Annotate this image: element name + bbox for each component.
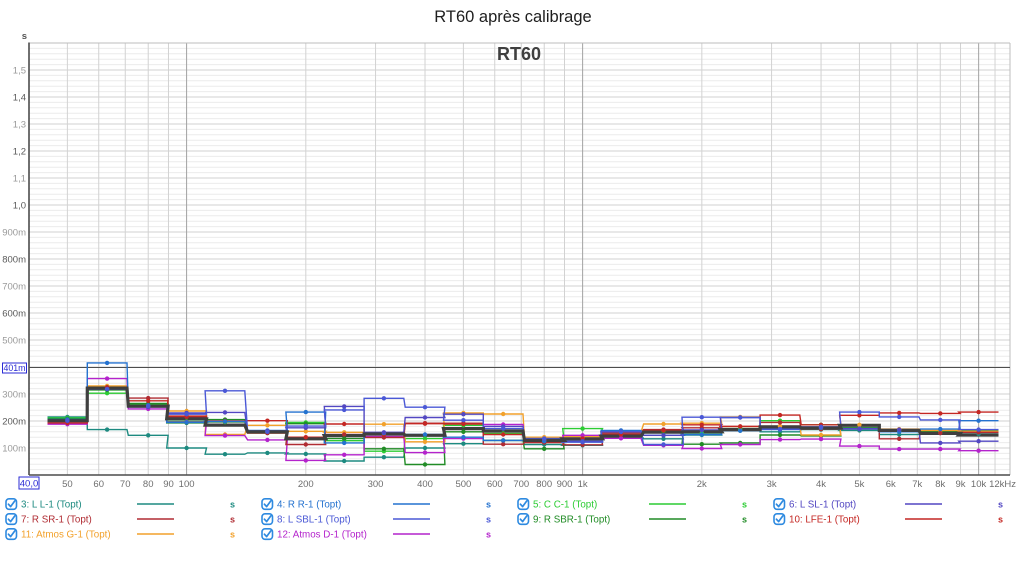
svg-text:1,2: 1,2 [13, 146, 26, 157]
svg-text:600: 600 [487, 479, 503, 490]
svg-text:3k: 3k [767, 479, 777, 490]
svg-text:800m: 800m [2, 254, 26, 265]
svg-text:1,5: 1,5 [13, 65, 26, 76]
svg-text:8k: 8k [935, 479, 945, 490]
svg-text:s: s [742, 500, 747, 510]
svg-text:s: s [230, 500, 235, 510]
svg-text:600m: 600m [2, 308, 26, 319]
svg-text:9k: 9k [955, 479, 965, 490]
svg-text:500: 500 [455, 479, 471, 490]
svg-text:s: s [486, 500, 491, 510]
svg-text:s: s [486, 515, 491, 525]
svg-text:900: 900 [557, 479, 573, 490]
svg-text:700: 700 [513, 479, 529, 490]
svg-text:60: 60 [93, 479, 104, 490]
svg-text:10k: 10k [971, 479, 987, 490]
svg-text:10: LFE-1 (Topt): 10: LFE-1 (Topt) [789, 515, 860, 526]
svg-text:1k: 1k [578, 479, 588, 490]
svg-text:5k: 5k [854, 479, 864, 490]
svg-text:s: s [486, 530, 491, 540]
svg-text:s: s [230, 530, 235, 540]
svg-text:900m: 900m [2, 227, 26, 238]
svg-text:1,3: 1,3 [13, 119, 26, 130]
svg-text:1,0: 1,0 [13, 200, 26, 211]
svg-text:300: 300 [368, 479, 384, 490]
svg-text:500m: 500m [2, 335, 26, 346]
svg-text:90: 90 [163, 479, 174, 490]
svg-text:9: R SBR-1 (Topt): 9: R SBR-1 (Topt) [533, 515, 610, 526]
svg-text:100: 100 [179, 479, 195, 490]
svg-text:8: L SBL-1 (Topt): 8: L SBL-1 (Topt) [277, 515, 351, 526]
svg-text:2k: 2k [697, 479, 707, 490]
svg-text:3: L L-1 (Topt): 3: L L-1 (Topt) [21, 500, 82, 511]
svg-text:6: L SL-1 (Topt): 6: L SL-1 (Topt) [789, 500, 856, 511]
svg-text:11: Atmos G-1 (Topt): 11: Atmos G-1 (Topt) [21, 530, 111, 541]
svg-text:s: s [998, 500, 1003, 510]
svg-text:200: 200 [298, 479, 314, 490]
svg-text:40,0: 40,0 [20, 479, 39, 490]
svg-text:100m: 100m [2, 443, 26, 454]
svg-text:401m: 401m [3, 363, 25, 373]
svg-text:RT60: RT60 [497, 44, 541, 64]
svg-text:1,1: 1,1 [13, 173, 26, 184]
svg-text:80: 80 [143, 479, 154, 490]
svg-text:s: s [742, 515, 747, 525]
svg-text:12kHz: 12kHz [989, 479, 1016, 490]
svg-text:70: 70 [120, 479, 131, 490]
svg-text:50: 50 [62, 479, 73, 490]
svg-text:s: s [998, 515, 1003, 525]
svg-text:4: R R-1 (Topt): 4: R R-1 (Topt) [277, 500, 341, 511]
svg-text:6k: 6k [886, 479, 896, 490]
svg-text:800: 800 [536, 479, 552, 490]
svg-text:7k: 7k [912, 479, 922, 490]
svg-text:12: Atmos D-1 (Topt): 12: Atmos D-1 (Topt) [277, 530, 367, 541]
svg-text:4k: 4k [816, 479, 826, 490]
svg-text:s: s [22, 31, 27, 42]
svg-text:200m: 200m [2, 416, 26, 427]
svg-text:1,4: 1,4 [13, 92, 26, 103]
svg-text:700m: 700m [2, 281, 26, 292]
svg-text:s: s [230, 515, 235, 525]
svg-text:300m: 300m [2, 389, 26, 400]
svg-text:RT60 après calibrage: RT60 après calibrage [434, 8, 591, 26]
svg-text:7: R SR-1 (Topt): 7: R SR-1 (Topt) [21, 515, 92, 526]
svg-text:400: 400 [417, 479, 433, 490]
svg-text:5: C C-1 (Topt): 5: C C-1 (Topt) [533, 500, 597, 511]
